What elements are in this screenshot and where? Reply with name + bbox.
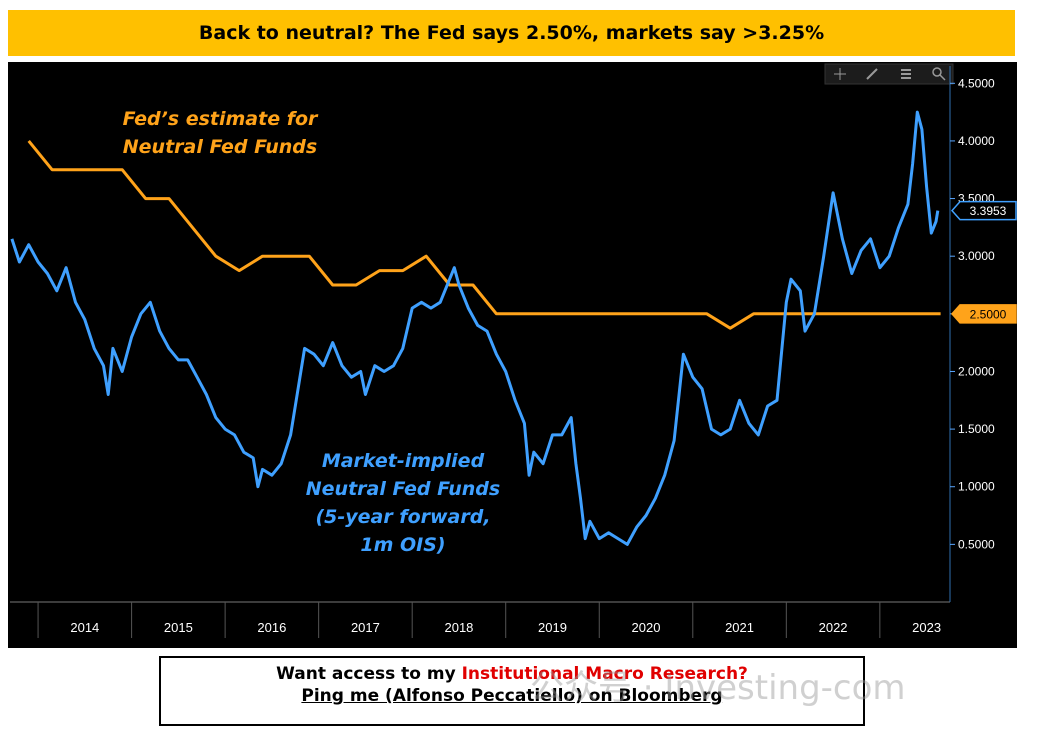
chart-axes [10,66,955,638]
promo-box: Want access to my Institutional Macro Re… [159,656,865,726]
market-annotation-line: Market-implied [322,450,485,472]
chart-panel: 2014 2015 2016 2017 2018 2019 2020 2021 2022 2023… [8,62,1017,648]
fed-estimate-line-value-label: 2.5000 [970,307,1007,321]
fed-estimate-line-value-tag [950,304,1017,324]
x-tick-label: 2021 [725,620,754,635]
promo-line-1: Want access to my Institutional Macro Re… [161,664,863,684]
x-tick-label: 2018 [444,620,473,635]
x-tick-label: 2016 [257,620,286,635]
chart-title: Back to neutral? The Fed says 2.50%, mar… [8,10,1015,56]
market-annotation-line: 1m OIS) [360,534,445,556]
crosshair-icon[interactable] [834,68,846,80]
y-tick-label: 0.5000 [958,537,995,551]
y-tick-label: 4.5000 [958,76,995,90]
x-tick-label: 2023 [912,620,941,635]
x-tick-label: 2015 [164,620,193,635]
y-tick-label: 4.0000 [958,134,995,148]
y-tick-label: 1.5000 [958,422,995,436]
chart-labels: 2014 2015 2016 2017 2018 2019 2020 2021 2022 2023… [70,76,1017,635]
y-tick-label: 2.0000 [958,364,995,378]
chart-svg: 2014 2015 2016 2017 2018 2019 2020 2021 2022 2023… [10,63,1017,638]
pen-icon[interactable] [866,68,878,80]
x-tick-label: 2017 [351,620,380,635]
toolbar-bg [824,63,954,85]
x-tick-label: 2014 [70,620,99,635]
market-implied-line-value-tag [950,200,1017,221]
chart-toolbar [824,63,954,85]
x-tick-label: 2019 [538,620,567,635]
y-tick-label: 3.0000 [958,249,995,263]
x-tick-label: 2022 [819,620,848,635]
fed-annotation-line: Fed’s estimate for [123,108,319,130]
market-annotation-line: Neutral Fed Funds [306,478,500,500]
chart-series [10,110,941,546]
promo-contact-link[interactable]: Ping me (Alfonso Peccatiello) on Bloombe… [301,686,723,706]
list-icon[interactable] [901,69,911,79]
promo-prefix: Want access to my [276,664,462,684]
market-implied-line-value-label: 3.3953 [970,204,1007,218]
promo-highlight[interactable]: Institutional Macro Research? [461,664,748,684]
market-annotation-line: (5-year forward, [315,506,490,528]
fed-annotation-line: Neutral Fed Funds [123,136,317,158]
y-tick-label: 1.0000 [958,480,995,494]
zoom-icon[interactable] [932,67,946,81]
market-implied-line [10,110,940,546]
fed-estimate-line [27,139,941,330]
x-tick-label: 2020 [632,620,661,635]
